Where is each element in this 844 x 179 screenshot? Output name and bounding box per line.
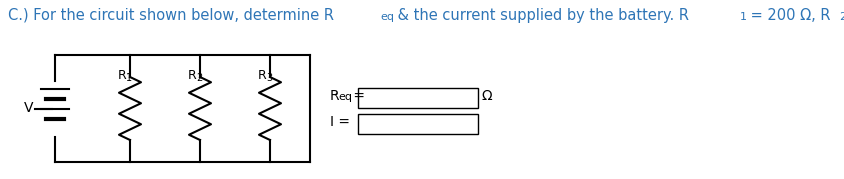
Text: 3: 3 xyxy=(266,73,272,83)
Text: Ω: Ω xyxy=(481,89,492,103)
Text: R: R xyxy=(118,69,127,82)
Text: I =: I = xyxy=(330,115,349,129)
Text: 1: 1 xyxy=(739,11,746,21)
Text: eq: eq xyxy=(338,92,352,102)
Text: C.) For the circuit shown below, determine R: C.) For the circuit shown below, determi… xyxy=(8,8,333,23)
Bar xyxy=(358,114,478,134)
Text: 2: 2 xyxy=(196,73,202,83)
Text: & the current supplied by the battery. R: & the current supplied by the battery. R xyxy=(392,8,688,23)
Text: V: V xyxy=(24,101,33,115)
Text: R: R xyxy=(257,69,267,82)
Text: R: R xyxy=(330,89,339,103)
Text: 1: 1 xyxy=(126,73,132,83)
Text: 2: 2 xyxy=(838,11,844,21)
Text: =: = xyxy=(349,89,365,103)
Text: = 200 Ω, R: = 200 Ω, R xyxy=(745,8,830,23)
Text: R: R xyxy=(187,69,197,82)
Text: eq: eq xyxy=(380,11,394,21)
Bar xyxy=(358,88,478,108)
